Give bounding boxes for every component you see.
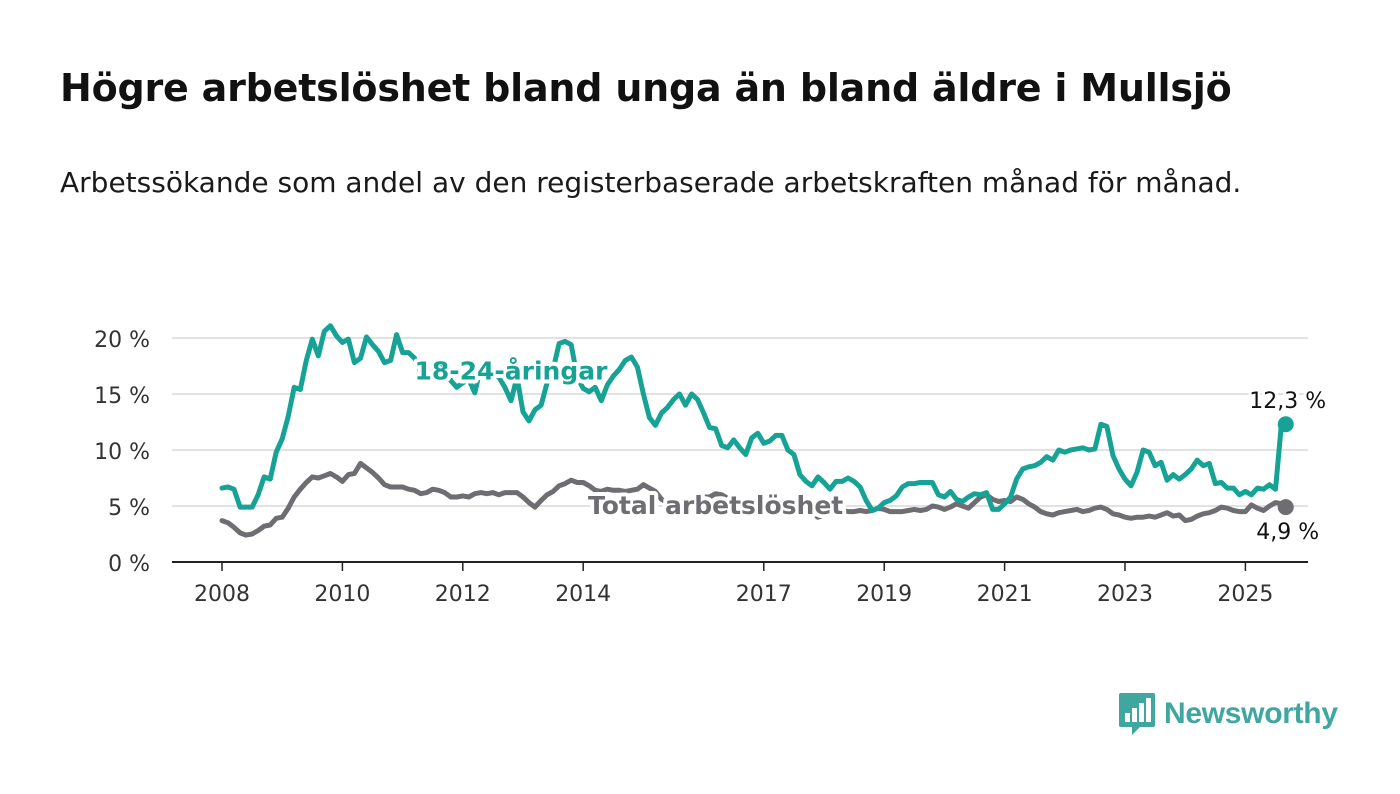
series-label-0: Total arbetslöshet: [588, 491, 843, 520]
x-tick-label: 2021: [977, 582, 1033, 607]
chart-subtitle: Arbetssökande som andel av den registerb…: [60, 166, 1242, 199]
y-tick-label: 20 %: [94, 328, 150, 353]
series-end-label-0: 4,9 %: [1256, 520, 1319, 545]
series-line-1: [219, 323, 1289, 513]
series-end-point-1: [1277, 416, 1294, 433]
brand-name: Newsworthy: [1164, 697, 1338, 730]
newsworthy-logo-icon: [1119, 693, 1155, 735]
x-tick-label: 2017: [736, 582, 792, 607]
series-label-1: 18-24-åringar: [414, 356, 608, 385]
x-tick-label: 2010: [314, 582, 370, 607]
y-tick-label: 0 %: [108, 552, 150, 577]
newsworthy-logo[interactable]: Newsworthy: [1118, 690, 1338, 738]
series-line-0: [219, 460, 1289, 538]
series-end-point-0: [1277, 499, 1294, 516]
x-tick-label: 2025: [1217, 582, 1273, 607]
y-tick-label: 10 %: [94, 440, 150, 465]
series-end-label-1: 12,3 %: [1249, 389, 1326, 414]
x-tick-label: 2008: [194, 582, 250, 607]
x-tick-label: 2019: [856, 582, 912, 607]
y-tick-label: 15 %: [94, 384, 150, 409]
x-tick-label: 2014: [555, 582, 611, 607]
x-tick-label: 2012: [435, 582, 491, 607]
chart-title: Högre arbetslöshet bland unga än bland ä…: [60, 66, 1232, 110]
x-tick-label: 2023: [1097, 582, 1153, 607]
y-tick-label: 5 %: [108, 496, 150, 521]
